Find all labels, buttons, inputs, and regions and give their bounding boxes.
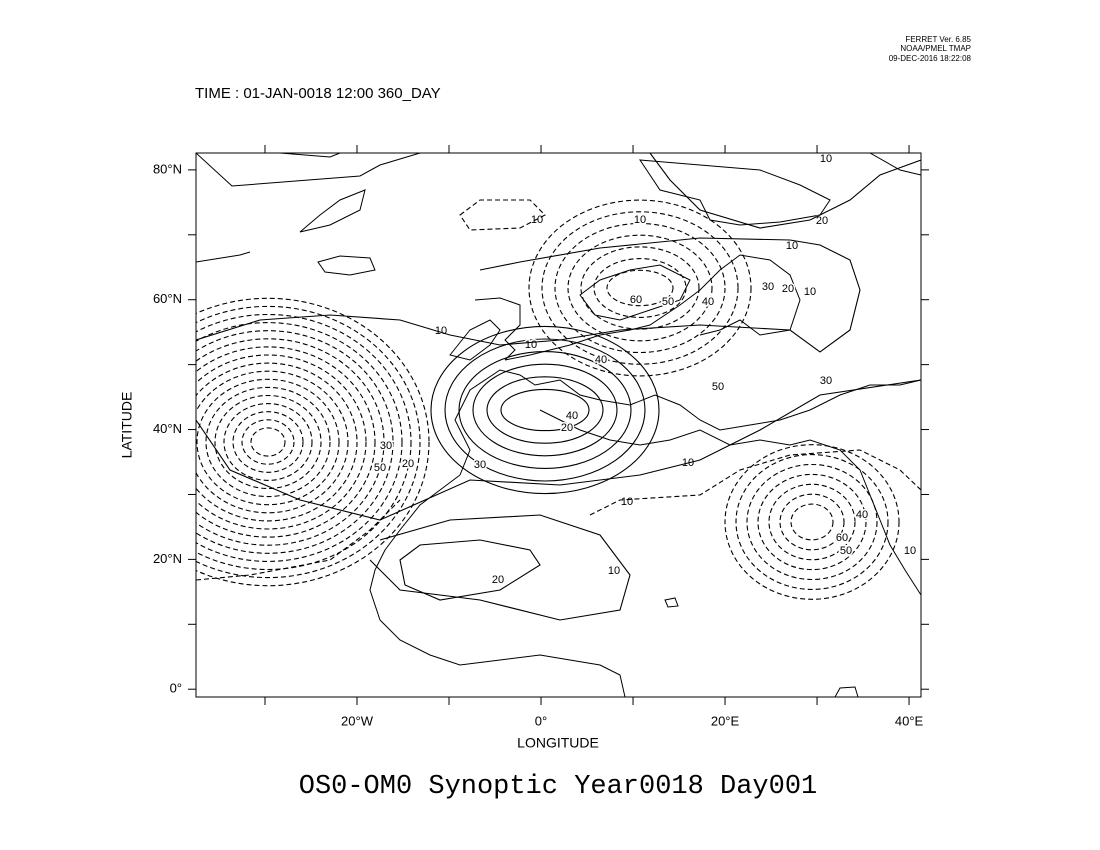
contour-line	[593, 258, 687, 318]
contour-line	[779, 493, 845, 551]
contour-line	[459, 199, 546, 231]
contour-label: 20	[492, 574, 504, 586]
axes: 20°W 0° 20°E 40°E 0° 20°N 40°N 60°N 80°N	[153, 145, 929, 728]
contour-line	[214, 394, 322, 490]
y-axis-title: LATITUDE	[119, 392, 135, 459]
contour-line	[444, 338, 646, 482]
contour-label: 30	[474, 459, 486, 471]
contour-line	[472, 363, 618, 457]
contour-label: 40	[595, 354, 607, 366]
contour-line	[196, 354, 367, 530]
contour-line	[790, 503, 834, 541]
contour-label: 20	[816, 215, 828, 227]
x-tick-label: 0°	[535, 713, 547, 728]
contour-line	[196, 499, 401, 581]
contour-label: 10	[621, 496, 633, 508]
contour-line	[196, 362, 358, 522]
contour-line	[232, 411, 304, 473]
contour-label: 10	[804, 286, 816, 298]
contour-line	[500, 388, 590, 432]
contour-line	[196, 305, 421, 579]
contour-label: 60	[630, 294, 642, 306]
contour-label: 60	[836, 532, 848, 544]
contour-line	[589, 449, 921, 516]
contour-line	[196, 338, 385, 546]
contour-line	[399, 539, 541, 601]
y-tick-label: 0°	[170, 681, 182, 696]
contour-line	[223, 403, 313, 481]
plot-frame	[195, 152, 922, 698]
contour-line	[430, 325, 660, 495]
contour-line	[567, 234, 713, 342]
contour-line	[369, 514, 631, 621]
contour-line	[528, 199, 752, 377]
x-tick-label: 20°E	[711, 713, 740, 728]
contour-label: 40	[566, 410, 578, 422]
contour-line	[768, 483, 856, 561]
contour-line	[606, 269, 674, 307]
contour-line	[241, 419, 295, 465]
title: OS0-OM0 Synoptic Year0018 Day001	[299, 772, 817, 802]
contour-line	[724, 444, 900, 600]
x-tick-label: 20°W	[341, 713, 374, 728]
ferret-version: FERRET Ver. 6.85	[905, 35, 971, 44]
contour-label: 30	[820, 375, 832, 387]
contour-label: 50	[374, 462, 386, 474]
contour-label: 10	[525, 339, 537, 351]
y-tick-label: 40°N	[153, 421, 182, 436]
contour-label: 20	[402, 458, 414, 470]
contour-line	[757, 473, 867, 571]
contour-line	[196, 378, 340, 506]
y-tick-label: 20°N	[153, 551, 182, 566]
contour-line	[196, 370, 349, 514]
date: 09-DEC-2016 18:22:08	[889, 54, 972, 63]
contour-line	[580, 246, 700, 330]
contour-label: 30	[762, 281, 774, 293]
contour-line	[196, 346, 376, 538]
contour-line	[205, 386, 331, 498]
contour-label: 10	[904, 545, 916, 557]
contour-line	[196, 237, 861, 353]
contour-line	[250, 427, 286, 457]
contour-label: 40	[702, 296, 714, 308]
contour-label: 10	[531, 214, 543, 226]
contour-line	[486, 376, 604, 444]
time-label: TIME : 01-JAN-0018 12:00 360_DAY	[195, 85, 441, 102]
contour-label: 10	[608, 565, 620, 577]
contour-label: 50	[840, 545, 852, 557]
contour-line	[196, 379, 921, 521]
contour-line	[196, 313, 412, 571]
x-axis-title: LONGITUDE	[517, 735, 599, 751]
contour-label: 50	[662, 296, 674, 308]
org: NOAA/PMEL TMAP	[900, 44, 971, 53]
contour-label: 10	[435, 325, 447, 337]
contour-label: 10	[634, 214, 646, 226]
contour-line	[541, 211, 739, 365]
contour-label: 20	[782, 283, 794, 295]
contour-line	[196, 322, 403, 562]
contour-label: 10	[786, 240, 798, 252]
contour-label: 20	[561, 422, 573, 434]
contour-line	[746, 463, 878, 581]
contour-label: 40	[856, 509, 868, 521]
y-tick-label: 80°N	[153, 161, 182, 176]
contour-label: 50	[712, 381, 724, 393]
contour-line	[554, 222, 726, 354]
contour-label: 30	[380, 440, 392, 452]
contour-line	[196, 330, 394, 554]
x-tick-label: 40°E	[895, 713, 924, 728]
coastlines	[196, 153, 921, 697]
y-tick-label: 60°N	[153, 291, 182, 306]
contour-line	[458, 351, 632, 469]
contour-label: 10	[820, 153, 832, 165]
contour-line	[649, 153, 921, 229]
contour-line	[735, 454, 889, 590]
contour-line	[196, 297, 430, 587]
